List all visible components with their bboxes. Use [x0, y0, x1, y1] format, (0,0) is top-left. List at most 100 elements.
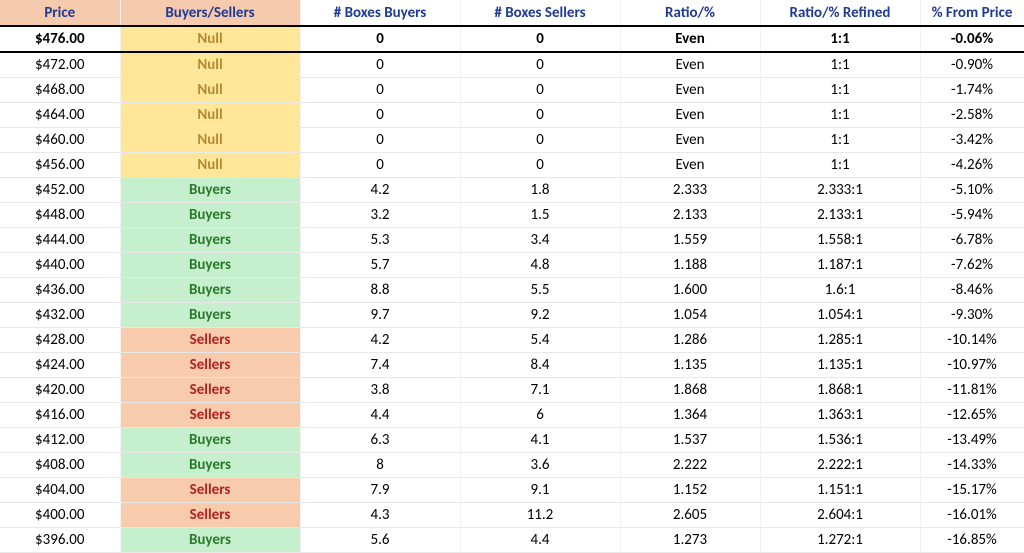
- table-row: $428.00Sellers4.25.41.2861.285:1-10.14%: [0, 328, 1024, 353]
- cell-boxes-s: 9.2: [460, 303, 620, 328]
- cell-pct: -0.06%: [920, 26, 1024, 52]
- cell-boxes-s: 6: [460, 403, 620, 428]
- cell-ratio: 2.222: [620, 453, 760, 478]
- cell-boxes-b: 4.2: [300, 328, 460, 353]
- table-row: $412.00Buyers6.34.11.5371.536:1-13.49%: [0, 428, 1024, 453]
- table-row: $420.00Sellers3.87.11.8681.868:1-11.81%: [0, 378, 1024, 403]
- cell-price: $404.00: [0, 478, 120, 503]
- cell-refined: 1:1: [760, 128, 920, 153]
- cell-ratio: 2.333: [620, 178, 760, 203]
- cell-boxes-s: 0: [460, 26, 620, 52]
- cell-price: $428.00: [0, 328, 120, 353]
- table-row: $440.00Buyers5.74.81.1881.187:1-7.62%: [0, 253, 1024, 278]
- cell-boxes-b: 3.8: [300, 378, 460, 403]
- table-row: $468.00Null00Even1:1-1.74%: [0, 78, 1024, 103]
- cell-refined: 1:1: [760, 26, 920, 52]
- cell-boxes-s: 0: [460, 52, 620, 78]
- cell-boxes-s: 4.1: [460, 428, 620, 453]
- cell-pct: -16.01%: [920, 503, 1024, 528]
- cell-refined: 1:1: [760, 153, 920, 178]
- cell-boxes-b: 0: [300, 78, 460, 103]
- cell-refined: 2.222:1: [760, 453, 920, 478]
- cell-ratio: Even: [620, 128, 760, 153]
- table-row: $404.00Sellers7.99.11.1521.151:1-15.17%: [0, 478, 1024, 503]
- cell-pct: -5.94%: [920, 203, 1024, 228]
- cell-pct: -13.49%: [920, 428, 1024, 453]
- cell-boxes-s: 4.4: [460, 528, 620, 553]
- cell-side: Buyers: [120, 453, 300, 478]
- cell-pct: -8.46%: [920, 278, 1024, 303]
- cell-side: Null: [120, 78, 300, 103]
- header-row: Price Buyers/Sellers # Boxes Buyers # Bo…: [0, 0, 1024, 26]
- cell-pct: -0.90%: [920, 52, 1024, 78]
- cell-price: $424.00: [0, 353, 120, 378]
- cell-ratio: 1.364: [620, 403, 760, 428]
- cell-price: $408.00: [0, 453, 120, 478]
- cell-refined: 1.363:1: [760, 403, 920, 428]
- cell-price: $396.00: [0, 528, 120, 553]
- cell-ratio: 1.537: [620, 428, 760, 453]
- table-row: $452.00Buyers4.21.82.3332.333:1-5.10%: [0, 178, 1024, 203]
- cell-ratio: 1.135: [620, 353, 760, 378]
- cell-pct: -2.58%: [920, 103, 1024, 128]
- table-row: $472.00Null00Even1:1-0.90%: [0, 52, 1024, 78]
- cell-pct: -10.97%: [920, 353, 1024, 378]
- table-row: $448.00Buyers3.21.52.1332.133:1-5.94%: [0, 203, 1024, 228]
- cell-side: Buyers: [120, 178, 300, 203]
- cell-price: $436.00: [0, 278, 120, 303]
- cell-refined: 1.187:1: [760, 253, 920, 278]
- cell-ratio: 1.054: [620, 303, 760, 328]
- cell-pct: -12.65%: [920, 403, 1024, 428]
- cell-boxes-s: 1.5: [460, 203, 620, 228]
- cell-ratio: Even: [620, 52, 760, 78]
- cell-boxes-b: 0: [300, 153, 460, 178]
- cell-side: Sellers: [120, 353, 300, 378]
- cell-boxes-s: 8.4: [460, 353, 620, 378]
- cell-boxes-b: 8: [300, 453, 460, 478]
- cell-side: Buyers: [120, 303, 300, 328]
- cell-boxes-b: 7.4: [300, 353, 460, 378]
- cell-pct: -6.78%: [920, 228, 1024, 253]
- table-row: $416.00Sellers4.461.3641.363:1-12.65%: [0, 403, 1024, 428]
- cell-price: $420.00: [0, 378, 120, 403]
- cell-boxes-b: 0: [300, 52, 460, 78]
- cell-refined: 1.151:1: [760, 478, 920, 503]
- cell-refined: 1:1: [760, 52, 920, 78]
- cell-side: Sellers: [120, 378, 300, 403]
- table-row: $456.00Null00Even1:1-4.26%: [0, 153, 1024, 178]
- cell-pct: -4.26%: [920, 153, 1024, 178]
- cell-price: $448.00: [0, 203, 120, 228]
- cell-boxes-b: 4.4: [300, 403, 460, 428]
- cell-refined: 2.333:1: [760, 178, 920, 203]
- cell-refined: 1.558:1: [760, 228, 920, 253]
- table-row: $432.00Buyers9.79.21.0541.054:1-9.30%: [0, 303, 1024, 328]
- cell-pct: -5.10%: [920, 178, 1024, 203]
- cell-refined: 1.054:1: [760, 303, 920, 328]
- cell-price: $400.00: [0, 503, 120, 528]
- cell-ratio: Even: [620, 26, 760, 52]
- cell-pct: -15.17%: [920, 478, 1024, 503]
- cell-ratio: 2.605: [620, 503, 760, 528]
- cell-boxes-b: 4.3: [300, 503, 460, 528]
- table-row: $460.00Null00Even1:1-3.42%: [0, 128, 1024, 153]
- cell-price: $412.00: [0, 428, 120, 453]
- cell-price: $468.00: [0, 78, 120, 103]
- cell-boxes-b: 5.7: [300, 253, 460, 278]
- cell-side: Null: [120, 103, 300, 128]
- cell-refined: 1.536:1: [760, 428, 920, 453]
- cell-refined: 2.604:1: [760, 503, 920, 528]
- cell-side: Buyers: [120, 203, 300, 228]
- cell-price: $444.00: [0, 228, 120, 253]
- table-row: $476.00Null00Even1:1-0.06%: [0, 26, 1024, 52]
- cell-price: $456.00: [0, 153, 120, 178]
- cell-ratio: 2.133: [620, 203, 760, 228]
- price-ratio-table: Price Buyers/Sellers # Boxes Buyers # Bo…: [0, 0, 1024, 553]
- cell-side: Null: [120, 128, 300, 153]
- cell-pct: -9.30%: [920, 303, 1024, 328]
- cell-pct: -16.85%: [920, 528, 1024, 553]
- cell-boxes-b: 5.3: [300, 228, 460, 253]
- cell-ratio: Even: [620, 153, 760, 178]
- cell-ratio: 1.286: [620, 328, 760, 353]
- table-row: $408.00Buyers83.62.2222.222:1-14.33%: [0, 453, 1024, 478]
- cell-ratio: 1.868: [620, 378, 760, 403]
